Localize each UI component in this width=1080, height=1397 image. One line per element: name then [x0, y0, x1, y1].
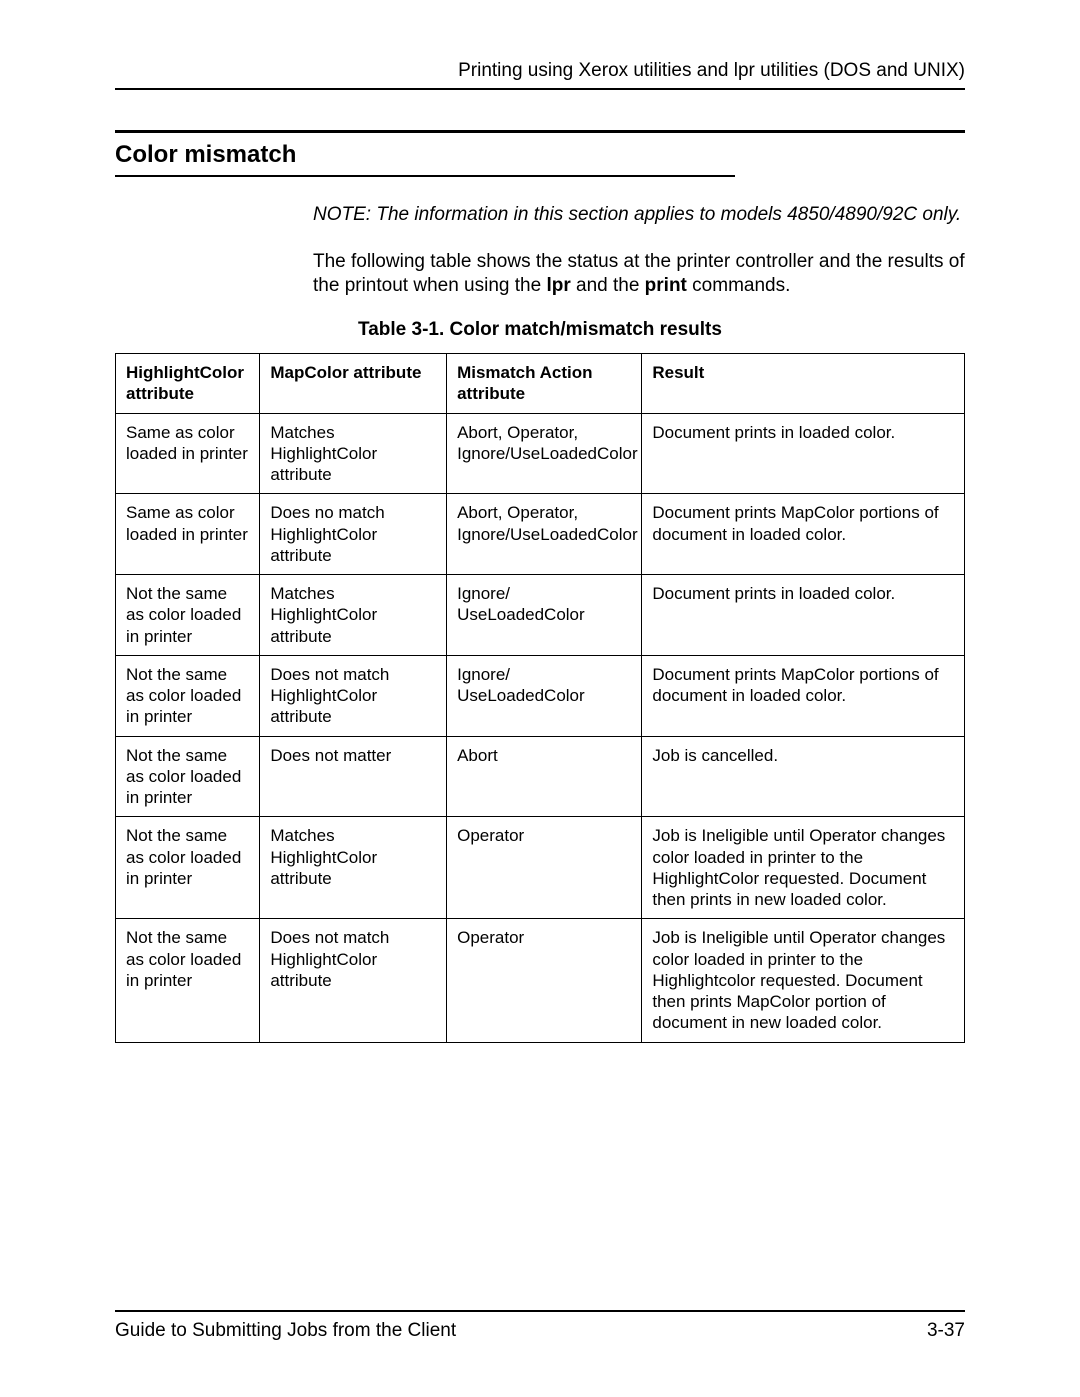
- cell: Document prints in loaded color.: [642, 413, 965, 494]
- cell: Matches HighlightColor attribute: [260, 413, 447, 494]
- cell: Not the same as color loaded in printer: [116, 736, 260, 817]
- col-header: Mismatch Action attribute: [447, 354, 642, 414]
- intro-paragraph: The following table shows the status at …: [313, 250, 965, 299]
- cell: Ignore/ UseLoadedColor: [447, 655, 642, 736]
- footer-left: Guide to Submitting Jobs from the Client: [115, 1320, 456, 1342]
- cell: Same as color loaded in printer: [116, 494, 260, 575]
- para-post: commands.: [687, 275, 790, 296]
- cell: Not the same as color loaded in printer: [116, 919, 260, 1042]
- cell: Job is Ineligible until Operator changes…: [642, 919, 965, 1042]
- note-body: The information in this section applies …: [376, 204, 961, 225]
- table-row: Not the same as color loaded in printer …: [116, 655, 965, 736]
- cell: Document prints MapColor portions of doc…: [642, 494, 965, 575]
- section-title: Color mismatch: [115, 133, 965, 175]
- para-mid: and the: [571, 275, 645, 296]
- color-mismatch-table: HighlightColor attribute MapColor attrib…: [115, 353, 965, 1043]
- cell: Ignore/ UseLoadedColor: [447, 575, 642, 656]
- cell: Abort, Operator, Ignore/UseLoadedColor: [447, 494, 642, 575]
- cell: Abort: [447, 736, 642, 817]
- para-bold-print: print: [645, 275, 687, 296]
- table-row: Not the same as color loaded in printer …: [116, 817, 965, 919]
- note-prefix: NOTE:: [313, 204, 376, 225]
- cell: Does not match HighlightColor attribute: [260, 655, 447, 736]
- col-header: HighlightColor attribute: [116, 354, 260, 414]
- cell: Does not match HighlightColor attribute: [260, 919, 447, 1042]
- table-header-row: HighlightColor attribute MapColor attrib…: [116, 354, 965, 414]
- cell: Matches HighlightColor attribute: [260, 575, 447, 656]
- col-header: MapColor attribute: [260, 354, 447, 414]
- col-header: Result: [642, 354, 965, 414]
- table-row: Same as color loaded in printer Matches …: [116, 413, 965, 494]
- cell: Document prints in loaded color.: [642, 575, 965, 656]
- cell: Matches HighlightColor attribute: [260, 817, 447, 919]
- cell: Operator: [447, 919, 642, 1042]
- cell: Job is Ineligible until Operator changes…: [642, 817, 965, 919]
- table-row: Not the same as color loaded in printer …: [116, 919, 965, 1042]
- cell: Job is cancelled.: [642, 736, 965, 817]
- page: Printing using Xerox utilities and lpr u…: [0, 0, 1080, 1397]
- cell: Operator: [447, 817, 642, 919]
- page-footer: Guide to Submitting Jobs from the Client…: [115, 1310, 965, 1342]
- cell: Same as color loaded in printer: [116, 413, 260, 494]
- cell: Does no match HighlightColor attribute: [260, 494, 447, 575]
- cell: Does not matter: [260, 736, 447, 817]
- footer-right: 3-37: [927, 1320, 965, 1342]
- table-row: Not the same as color loaded in printer …: [116, 575, 965, 656]
- cell: Document prints MapColor portions of doc…: [642, 655, 965, 736]
- para-bold-lpr: lpr: [546, 275, 570, 296]
- cell: Abort, Operator, Ignore/UseLoadedColor: [447, 413, 642, 494]
- note-paragraph: NOTE: The information in this section ap…: [313, 203, 965, 228]
- table-row: Same as color loaded in printer Does no …: [116, 494, 965, 575]
- body-block: NOTE: The information in this section ap…: [313, 203, 965, 299]
- cell: Not the same as color loaded in printer: [116, 817, 260, 919]
- section-rule-bottom: [115, 175, 735, 177]
- cell: Not the same as color loaded in printer: [116, 575, 260, 656]
- table-caption: Table 3-1. Color match/mismatch results: [115, 319, 965, 341]
- cell: Not the same as color loaded in printer: [116, 655, 260, 736]
- table-row: Not the same as color loaded in printer …: [116, 736, 965, 817]
- running-header: Printing using Xerox utilities and lpr u…: [115, 60, 965, 90]
